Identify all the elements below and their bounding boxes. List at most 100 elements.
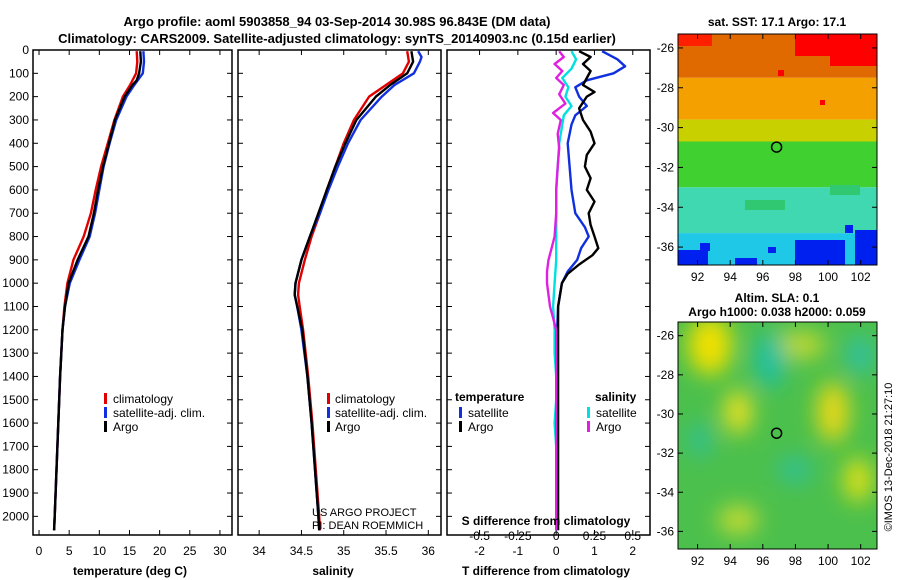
- lon-tick-label: 92: [691, 270, 705, 284]
- sst-cold-patch: [678, 250, 708, 265]
- sst-map-frame: [677, 33, 878, 266]
- difference-legend-temperature: temperature satellite Argo: [455, 390, 525, 434]
- sst-band: [678, 141, 877, 188]
- x-tick-label: -1: [513, 544, 524, 558]
- x-tick-label: 2: [629, 544, 636, 558]
- lat-tick-label: -34: [657, 485, 675, 499]
- legend-swatch-argo: [104, 421, 107, 432]
- legend-swatch-s-satellite: [587, 407, 590, 418]
- project-note-line-2: PI: DEAN ROEMMICH: [312, 520, 423, 532]
- depth-tick-label: 1800: [2, 463, 29, 477]
- sst-cold-pixel: [700, 243, 710, 251]
- legend-label-climatology: climatology: [335, 392, 395, 406]
- sst-cold-pixel: [845, 225, 853, 233]
- legend-swatch-argo: [327, 421, 330, 432]
- sla-high-anomaly: [817, 382, 849, 442]
- x-tick-label: 25: [183, 544, 197, 558]
- lat-tick-label: -30: [657, 407, 675, 421]
- temperature-frame: [32, 49, 233, 536]
- salinity-legend: climatology satellite-adj. clim. Argo: [327, 392, 427, 434]
- x-tick-label: -2: [474, 544, 485, 558]
- series-line-argo: [293, 51, 415, 531]
- float-location-marker: [770, 427, 783, 439]
- sst-band: [678, 119, 877, 142]
- s-diff-tick-label: 0.25: [583, 529, 607, 543]
- legend-swatch-climatology: [327, 393, 330, 404]
- s-diff-tick-label: 0: [553, 529, 560, 543]
- lat-tick-label: -30: [657, 121, 675, 135]
- depth-tick-label: 1900: [2, 486, 29, 500]
- depth-axis: 0 100 200 300 400 500 600 700 800 900 1000 1100 1200…: [2, 43, 232, 523]
- depth-tick-label: 1200: [2, 323, 29, 337]
- legend-label-s-argo: Argo: [596, 420, 622, 434]
- title-line-2: Climatology: CARS2009. Satellite-adjuste…: [58, 31, 616, 46]
- title-line-1: Argo profile: aoml 5903858_94 03-Sep-201…: [123, 14, 550, 29]
- depth-tick-label: 400: [9, 136, 29, 150]
- sla-high-anomaly: [718, 506, 758, 534]
- sla-blobs: [688, 322, 874, 534]
- sst-cold-pixel: [768, 247, 776, 253]
- s-difference-axis: -0.5 -0.25 0 0.25 0.5: [469, 529, 641, 543]
- sst-band: [678, 77, 877, 120]
- lat-tick-label: -32: [657, 160, 675, 174]
- sst-mixed-patch: [745, 200, 785, 210]
- lon-tick-label: 96: [756, 554, 770, 568]
- depth-tick-label: 1100: [3, 299, 29, 313]
- x-tick-label: 34.5: [290, 544, 314, 558]
- s-diff-tick-label: -0.5: [469, 529, 490, 543]
- s-diff-tick-label: -0.25: [504, 529, 532, 543]
- t-difference-xlabel: T difference from climatology: [462, 564, 630, 578]
- project-note-line-1: US ARGO PROJECT: [312, 507, 417, 519]
- sst-cold-patch: [735, 258, 757, 265]
- x-tick-label: 34: [252, 544, 266, 558]
- depth-tick-label: 900: [9, 253, 29, 267]
- depth-tick-label: 600: [9, 183, 29, 197]
- sla-low-anomaly: [688, 422, 712, 458]
- sst-map-title: sat. SST: 17.1 Argo: 17.1: [708, 15, 847, 29]
- lon-tick-label: 98: [789, 270, 803, 284]
- legend-label-satellite: satellite-adj. clim.: [113, 406, 205, 420]
- depth-tick-label: 1300: [2, 346, 29, 360]
- difference-frame: [446, 49, 651, 536]
- sla-low-anomaly: [846, 335, 874, 375]
- series-line-argo: [52, 51, 143, 531]
- depth-tick-label: 1600: [2, 416, 29, 430]
- sst-map-axes: 92 94 96 98 100 102 -26 -28 -30 -32 -34 -36: [657, 34, 877, 284]
- sst-warm-pixel: [778, 70, 784, 76]
- lat-tick-label: -26: [657, 329, 675, 343]
- sla-map-axes: 92 94 96 98 100 102 -26 -28 -30 -32 -34 -36: [657, 322, 877, 568]
- sst-blobs: [678, 34, 877, 265]
- legend-label-argo: Argo: [335, 420, 361, 434]
- x-tick-label: 0: [36, 544, 43, 558]
- lat-tick-label: -36: [657, 524, 675, 538]
- legend-label-t-satellite: satellite: [468, 406, 509, 420]
- lon-tick-label: 100: [818, 554, 838, 568]
- lat-tick-label: -28: [657, 81, 675, 95]
- legend-label-t-argo: Argo: [468, 420, 494, 434]
- sst-warm-patch: [795, 34, 877, 56]
- temperature-lines: [52, 51, 146, 531]
- depth-tick-label: 300: [9, 113, 29, 127]
- legend-label-climatology: climatology: [113, 392, 173, 406]
- sla-high-anomaly: [724, 390, 752, 434]
- temperature-xlabel: temperature (deg C): [73, 564, 187, 578]
- difference-legend-salinity: salinity satellite Argo: [587, 390, 637, 434]
- x-tick-label: 15: [123, 544, 137, 558]
- temperature-axis: 0 5 10 15 20 25 30: [36, 50, 227, 558]
- salinity-axis: 34 34.5 35 35.5 36: [252, 50, 435, 558]
- x-tick-label: 36: [422, 544, 436, 558]
- salinity-panel: 34 34.5 35 35.5 36 salinity climatology sate…: [237, 49, 442, 578]
- legend-label-s-satellite: satellite: [596, 406, 637, 420]
- depth-tick-label: 0: [22, 43, 29, 57]
- lon-tick-label: 94: [724, 270, 738, 284]
- salinity-frame: [237, 49, 442, 536]
- x-tick-label: 5: [66, 544, 73, 558]
- lat-tick-label: -34: [657, 200, 675, 214]
- depth-tick-label: 1500: [2, 393, 29, 407]
- lon-tick-label: 100: [818, 270, 838, 284]
- lon-tick-label: 102: [851, 554, 871, 568]
- series-line-t-satellite: [555, 50, 627, 531]
- lat-tick-label: -28: [657, 368, 675, 382]
- temperature-panel: 0100200300400500600700800900100011001200…: [2, 43, 233, 578]
- sst-map: sat. SST: 17.1 Argo: 17.1 92 94 96 98: [657, 15, 878, 284]
